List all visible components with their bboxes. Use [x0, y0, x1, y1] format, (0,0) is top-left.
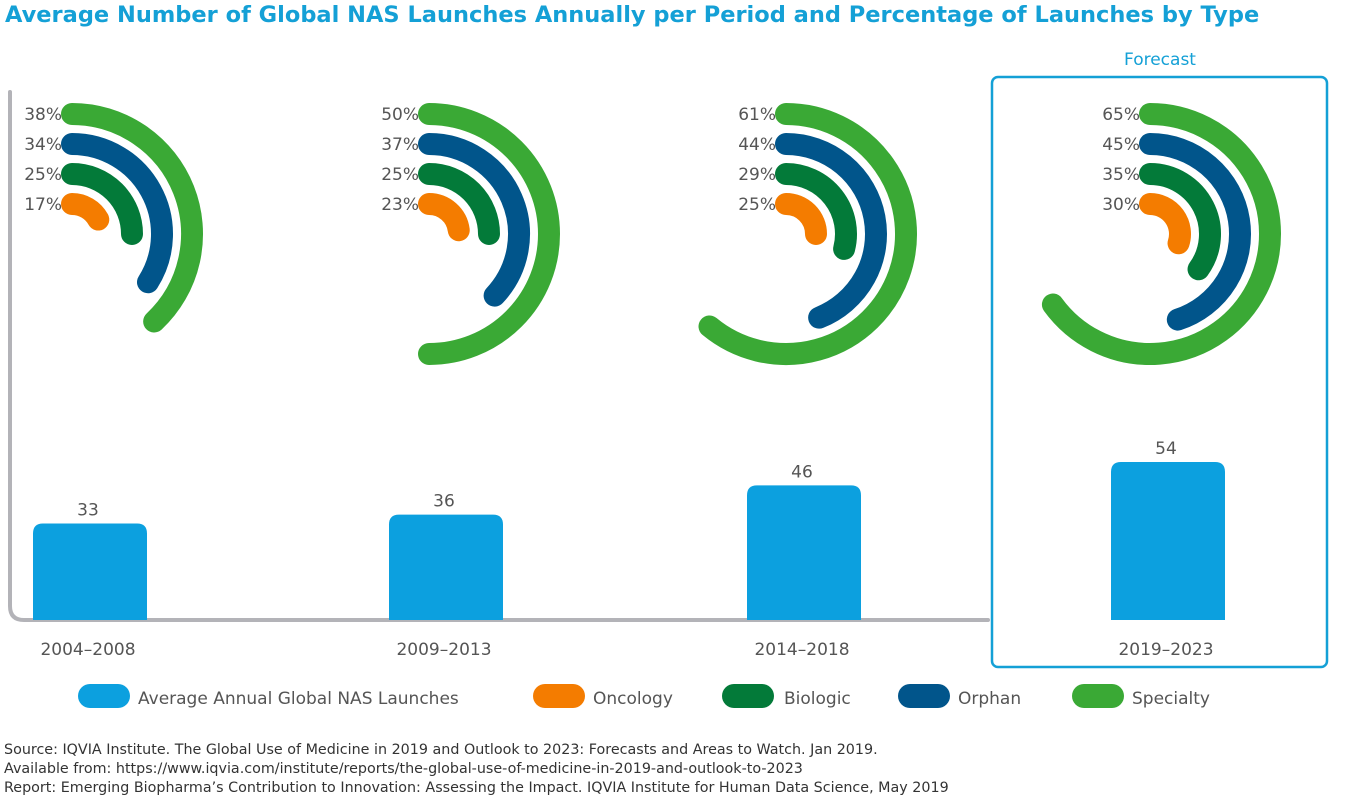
arc-label-orphan-2019-2023: 45% [1102, 135, 1140, 155]
bar-value-2009-2013: 36 [433, 492, 455, 512]
chart-title: Average Number of Global NAS Launches An… [5, 2, 1260, 28]
legend-swatch-specialty [1072, 684, 1124, 708]
bar-value-2014-2018: 46 [791, 462, 813, 482]
arc-oncology-2019-2023 [1139, 193, 1191, 255]
arc-orphan-2004-2008 [61, 133, 173, 294]
legend-label-average-annual-global-nas-launches: Average Annual Global NAS Launches [138, 689, 459, 709]
legend-label-orphan: Orphan [958, 689, 1021, 709]
axis-line [8, 90, 990, 622]
arc-label-biologic-2014-2018: 29% [738, 165, 776, 185]
arc-specialty-2014-2018 [698, 103, 917, 365]
bar-2014-2018 [747, 485, 861, 620]
arc-label-orphan-2014-2018: 44% [738, 135, 776, 155]
arc-oncology-2014-2018 [775, 193, 827, 245]
forecast-label: Forecast [1124, 50, 1196, 70]
source-line-1: Source: IQVIA Institute. The Global Use … [4, 742, 878, 758]
arc-orphan-2019-2023 [1139, 133, 1251, 331]
arc-biologic-2004-2008 [61, 163, 143, 245]
legend-swatch-average-annual-global-nas-launches [78, 684, 130, 708]
arc-orphan-2009-2013 [418, 133, 530, 307]
arc-biologic-2019-2023 [1139, 163, 1221, 281]
legend-swatch-orphan [898, 684, 950, 708]
arc-orphan-2014-2018 [775, 133, 887, 329]
legend-label-biologic: Biologic [784, 689, 851, 709]
arc-oncology-2009-2013 [418, 193, 470, 242]
arc-specialty-2009-2013 [418, 103, 560, 365]
bar-2009-2013 [389, 514, 503, 620]
source-line-2: Available from: https://www.iqvia.com/in… [4, 761, 803, 777]
arc-label-oncology-2009-2013: 23% [381, 195, 419, 215]
legend-swatch-biologic [722, 684, 774, 708]
arc-label-oncology-2014-2018: 25% [738, 195, 776, 215]
legend-label-oncology: Oncology [593, 689, 673, 709]
bar-value-2004-2008: 33 [77, 500, 99, 520]
arc-label-specialty-2009-2013: 50% [381, 105, 419, 125]
arc-label-biologic-2019-2023: 35% [1102, 165, 1140, 185]
arc-label-biologic-2004-2008: 25% [24, 165, 62, 185]
arc-specialty-2019-2023 [1041, 103, 1281, 365]
arc-label-oncology-2019-2023: 30% [1102, 195, 1140, 215]
legend-label-specialty: Specialty [1132, 689, 1210, 709]
arc-label-orphan-2009-2013: 37% [381, 135, 419, 155]
bar-2004-2008 [33, 523, 147, 620]
source-line-3: Report: Emerging Biopharma’s Contributio… [4, 780, 949, 796]
chart-area: Forecast 33 2004–2008 17% 25% 34% 38% 36 2009–20… [8, 50, 1329, 709]
category-label-2009-2013: 2009–2013 [396, 640, 491, 660]
source-note: Source: IQVIA Institute. The Global Use … [4, 741, 949, 798]
arc-label-specialty-2004-2008: 38% [24, 105, 62, 125]
arc-label-biologic-2009-2013: 25% [381, 165, 419, 185]
forecast-box [990, 75, 1329, 669]
arc-label-specialty-2014-2018: 61% [738, 105, 776, 125]
bar-2019-2023 [1111, 462, 1225, 620]
category-label-2019-2023: 2019–2023 [1118, 640, 1213, 660]
arc-oncology-2004-2008 [61, 193, 110, 231]
category-label-2004-2008: 2004–2008 [40, 640, 135, 660]
arc-specialty-2004-2008 [61, 103, 204, 333]
category-label-2014-2018: 2014–2018 [754, 640, 849, 660]
bar-value-2019-2023: 54 [1155, 439, 1177, 459]
arc-label-oncology-2004-2008: 17% [24, 195, 62, 215]
arc-label-orphan-2004-2008: 34% [24, 135, 62, 155]
legend-swatch-oncology [533, 684, 585, 708]
arc-label-specialty-2019-2023: 65% [1102, 105, 1140, 125]
arc-biologic-2009-2013 [418, 163, 500, 245]
arc-biologic-2014-2018 [775, 163, 857, 260]
